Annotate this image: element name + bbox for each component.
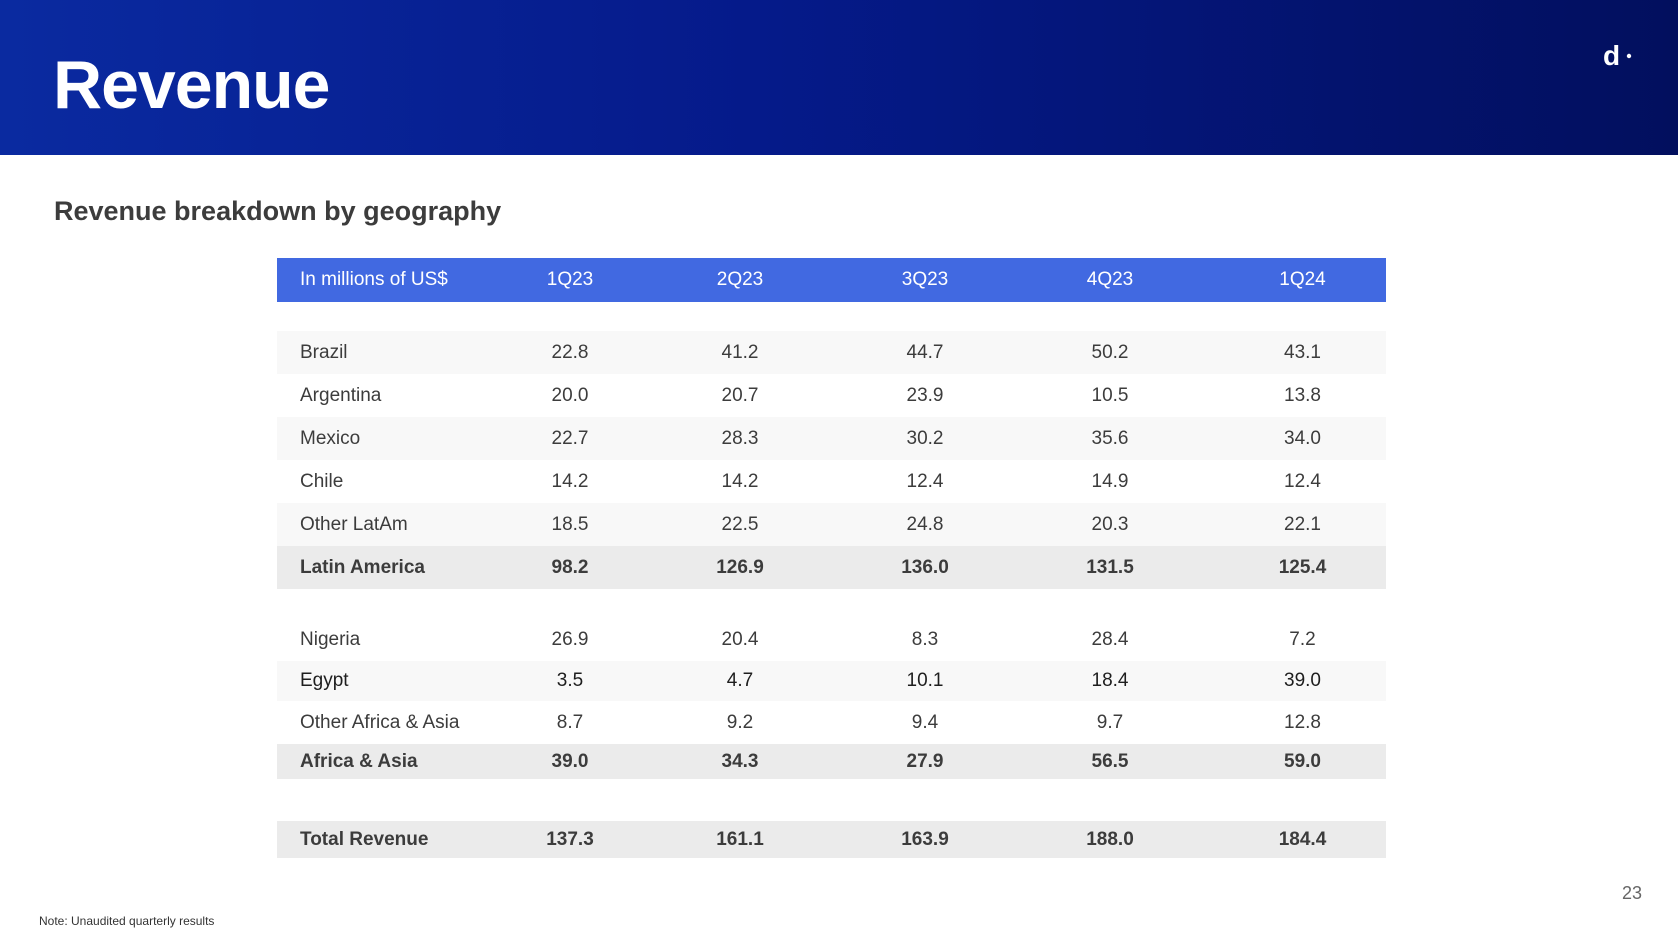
cell-value: 9.2 [726,711,754,733]
footnote: Note: Unaudited quarterly results [39,914,215,928]
cell-value: 22.7 [551,427,589,449]
cell-value: 22.5 [721,513,759,535]
cell-value: 184.4 [1278,828,1327,850]
table-row-egypt: Egypt 3.5 4.7 10.1 18.4 39.0 [277,661,1386,701]
cell-value: 125.4 [1278,556,1327,578]
cell-value: 98.2 [551,556,589,578]
table-spacer [277,302,1386,331]
cell-value: 18.4 [1091,670,1129,691]
row-label: Nigeria [300,628,361,650]
cell-value: 39.0 [1284,670,1321,691]
cell-value: 22.1 [1284,513,1321,535]
column-header-unit: In millions of US$ [300,269,448,290]
cell-value: 50.2 [1091,341,1129,363]
table-header-row: In millions of US$ 1Q23 2Q23 3Q23 4Q23 1… [277,258,1386,302]
cell-value: 44.7 [906,341,944,363]
row-label: Egypt [300,670,349,691]
cell-value: 43.1 [1284,341,1321,363]
cell-value: 18.5 [551,513,589,535]
cell-value: 14.9 [1091,470,1129,492]
column-header-3q23: 3Q23 [901,269,949,290]
cell-value: 3.5 [556,670,584,691]
row-label: Other Africa & Asia [300,711,460,733]
company-logo-icon: d [1603,40,1632,71]
cell-value: 28.4 [1091,628,1129,650]
cell-value: 22.8 [551,341,589,363]
row-label: Argentina [300,384,382,406]
revenue-table: In millions of US$ 1Q23 2Q23 3Q23 4Q23 1… [277,258,1386,858]
cell-value: 20.0 [551,384,589,406]
page-title: Revenue [53,47,330,123]
cell-value: 41.2 [721,341,759,363]
row-label: Total Revenue [300,828,429,850]
cell-value: 8.3 [911,628,939,650]
cell-value: 10.1 [906,670,944,691]
row-label: Other LatAm [300,513,408,535]
cell-value: 20.3 [1091,513,1129,535]
cell-value: 137.3 [546,828,594,850]
cell-value: 39.0 [551,750,589,772]
table-spacer [277,589,1386,618]
header-banner: Revenue d [0,0,1678,155]
table-row-chile: Chile 14.2 14.2 12.4 14.9 12.4 [277,460,1386,503]
row-label: Chile [300,470,344,492]
cell-value: 126.9 [716,556,764,578]
cell-value: 161.1 [716,828,764,850]
cell-value: 131.5 [1086,556,1134,578]
table-row-latin-america-subtotal: Latin America 98.2 126.9 136.0 131.5 125… [277,546,1386,589]
row-label: Mexico [300,427,361,449]
page-number: 23 [1622,883,1643,903]
cell-value: 20.4 [721,628,759,650]
cell-value: 14.2 [721,470,759,492]
cell-value: 8.7 [556,711,584,733]
row-label: Brazil [300,341,348,363]
cell-value: 28.3 [721,427,759,449]
cell-value: 7.2 [1289,628,1316,650]
table-row-nigeria: Nigeria 26.9 20.4 8.3 28.4 7.2 [277,618,1386,661]
cell-value: 136.0 [901,556,949,578]
cell-value: 188.0 [1086,828,1134,850]
cell-value: 34.0 [1284,427,1321,449]
cell-value: 4.7 [726,670,754,691]
cell-value: 34.3 [721,750,759,772]
cell-value: 20.7 [721,384,759,406]
cell-value: 9.4 [911,711,939,733]
table-row-other-africa-asia: Other Africa & Asia 8.7 9.2 9.4 9.7 12.8 [277,701,1386,744]
cell-value: 35.6 [1091,427,1129,449]
table-row-mexico: Mexico 22.7 28.3 30.2 35.6 34.0 [277,417,1386,460]
column-header-4q23: 4Q23 [1086,269,1134,290]
cell-value: 10.5 [1091,384,1129,406]
cell-value: 59.0 [1284,750,1321,772]
row-label: Africa & Asia [300,750,418,772]
cell-value: 24.8 [906,513,944,535]
cell-value: 13.8 [1284,384,1321,406]
section-subtitle: Revenue breakdown by geography [54,196,502,226]
table-row-total-revenue: Total Revenue 137.3 161.1 163.9 188.0 18… [277,821,1386,858]
cell-value: 14.2 [551,470,589,492]
column-header-1q23: 1Q23 [546,269,594,290]
cell-value: 27.9 [906,750,944,772]
table-row-argentina: Argentina 20.0 20.7 23.9 10.5 13.8 [277,374,1386,417]
logo-letter: d [1603,40,1620,71]
logo-dot [1626,53,1632,59]
row-label: Latin America [300,556,425,578]
cell-value: 30.2 [906,427,944,449]
cell-value: 163.9 [901,828,949,850]
table-row-africa-asia-subtotal: Africa & Asia 39.0 34.3 27.9 56.5 59.0 [277,744,1386,779]
cell-value: 23.9 [906,384,944,406]
cell-value: 12.4 [906,470,944,492]
column-header-2q23: 2Q23 [716,269,764,290]
cell-value: 12.4 [1284,470,1321,492]
cell-value: 9.7 [1096,711,1124,733]
cell-value: 56.5 [1091,750,1129,772]
cell-value: 12.8 [1284,711,1321,733]
table-spacer [277,779,1386,821]
table-row-other-latam: Other LatAm 18.5 22.5 24.8 20.3 22.1 [277,503,1386,546]
column-header-1q24: 1Q24 [1279,269,1326,290]
cell-value: 26.9 [551,628,589,650]
table-row-brazil: Brazil 22.8 41.2 44.7 50.2 43.1 [277,331,1386,374]
